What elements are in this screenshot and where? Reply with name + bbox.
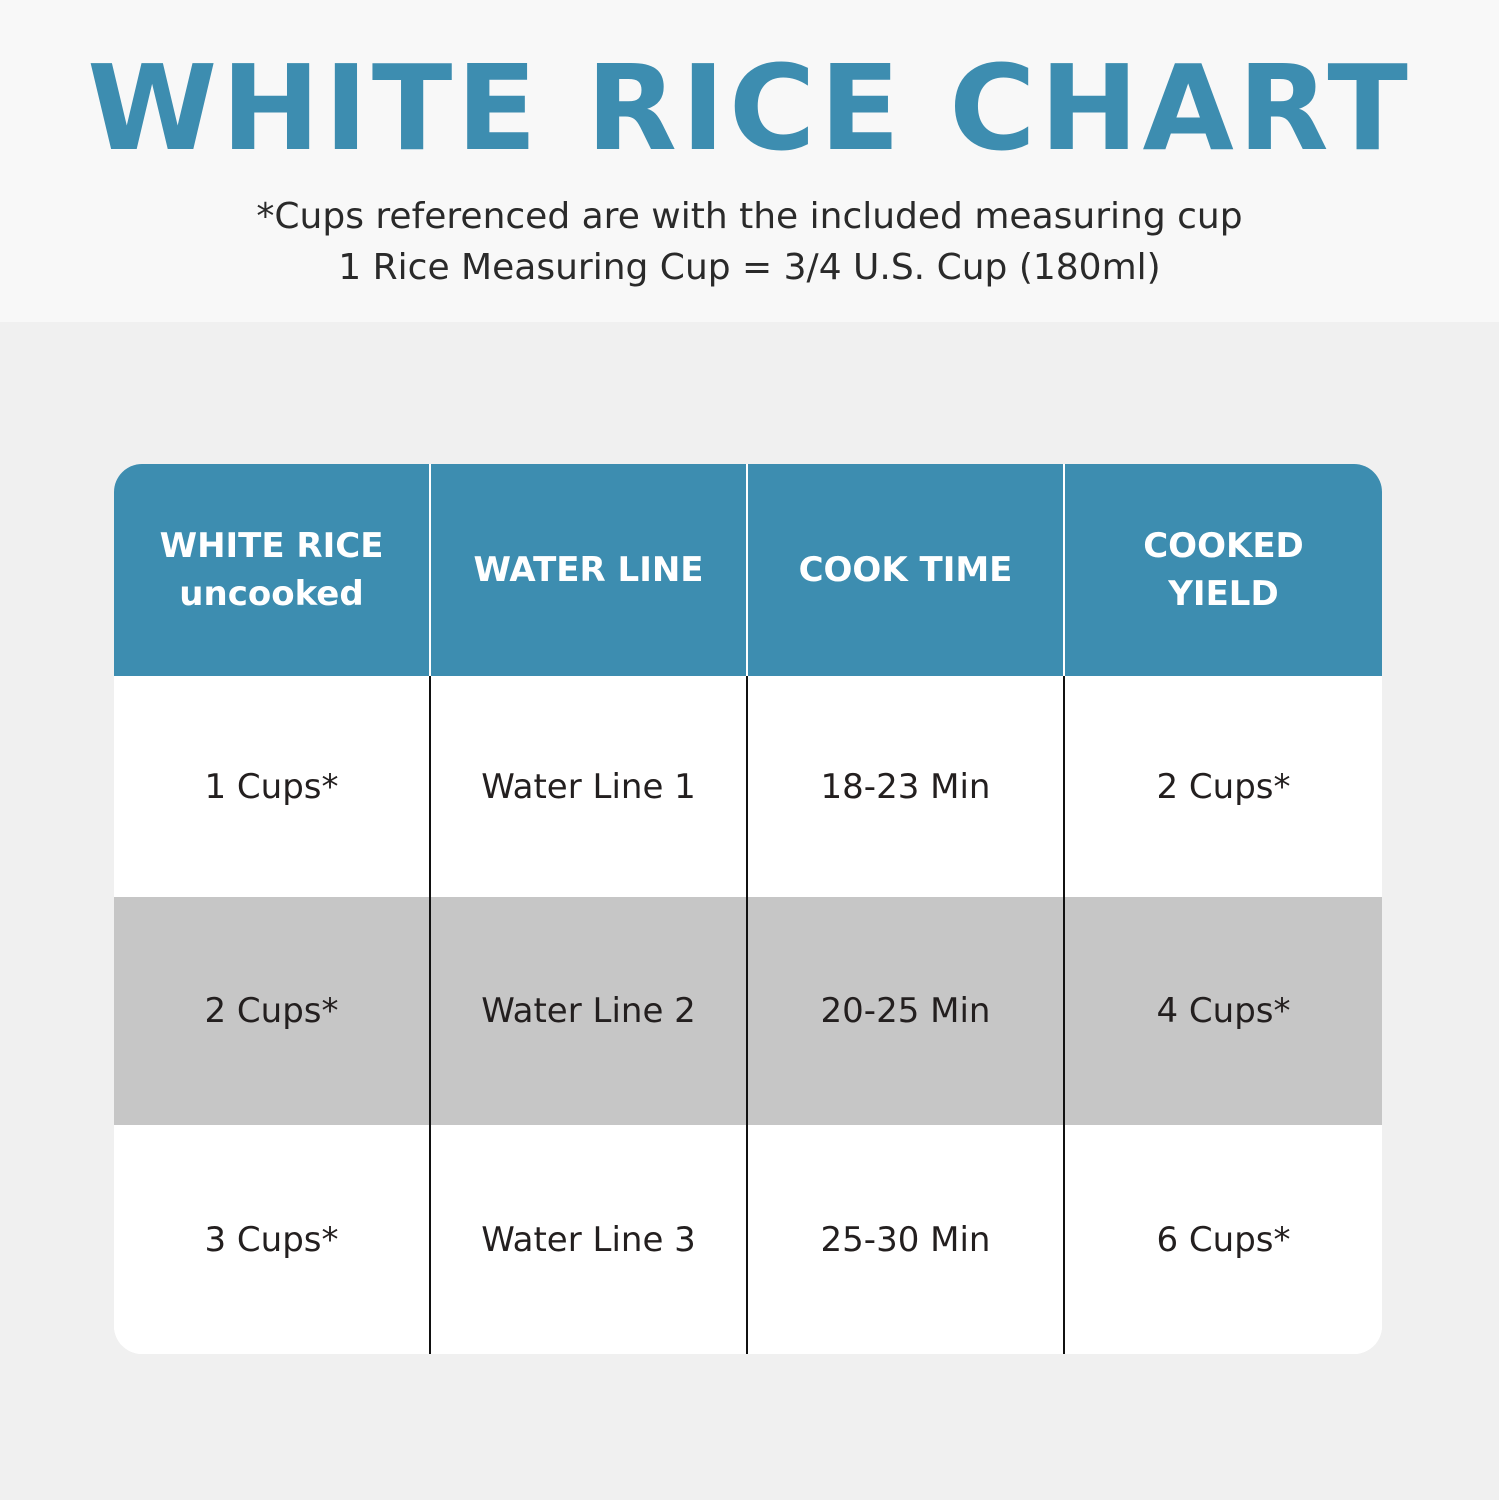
table-cell: 3 Cups* xyxy=(114,1125,431,1354)
table-row: 3 Cups* Water Line 3 25-30 Min 6 Cups* xyxy=(114,1125,1382,1354)
header-band xyxy=(0,0,1499,322)
table-cell: 6 Cups* xyxy=(1156,1219,1291,1260)
table-cell: 25-30 Min xyxy=(748,1125,1065,1354)
header-label: COOK TIME xyxy=(798,550,1013,590)
header-label: uncooked xyxy=(179,574,364,614)
table-header-row: WHITE RICE uncooked WATER LINE COOK TIME … xyxy=(114,464,1382,676)
table-cell: 4 Cups* xyxy=(1156,991,1291,1031)
table-cell: Water Line 1 xyxy=(431,676,748,897)
header-label: COOKED xyxy=(1143,526,1304,566)
header-cell: WHITE RICE uncooked xyxy=(114,464,431,676)
rice-table: WHITE RICE uncooked WATER LINE COOK TIME … xyxy=(114,464,1382,1354)
table-cell: 1 Cups* xyxy=(114,676,431,897)
table-cell: Water Line 3 xyxy=(431,1125,748,1354)
table-cell: 2 Cups* xyxy=(114,897,431,1125)
table-row: 1 Cups* Water Line 1 18-23 Min 2 Cups* xyxy=(114,676,1382,897)
header-label: WHITE RICE xyxy=(159,526,384,566)
header-cell: COOKED YIELD xyxy=(1065,464,1382,676)
table-cell: 20-25 Min xyxy=(748,897,1065,1125)
table-cell: 18-23 Min xyxy=(748,676,1065,897)
subtitle-line-1: *Cups referenced are with the included m… xyxy=(256,196,1243,237)
header-label: YIELD xyxy=(1168,574,1279,614)
header-cell: WATER LINE xyxy=(431,464,748,676)
table-row: 2 Cups* Water Line 2 20-25 Min 4 Cups* xyxy=(114,897,1382,1125)
header-label: WATER LINE xyxy=(473,550,704,590)
page-title: WHITE RICE CHART xyxy=(87,39,1412,177)
table-cell: 2 Cups* xyxy=(1156,766,1291,807)
subtitle-line-2: 1 Rice Measuring Cup = 3/4 U.S. Cup (180… xyxy=(338,247,1161,288)
table-cell: Water Line 2 xyxy=(431,897,748,1125)
header-cell: COOK TIME xyxy=(748,464,1065,676)
